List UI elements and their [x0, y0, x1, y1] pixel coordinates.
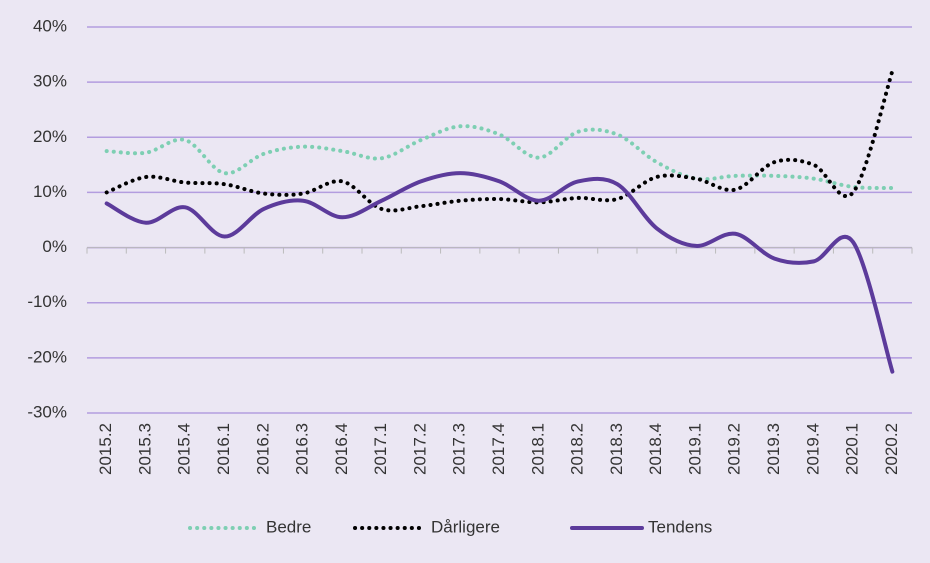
line-series — [104, 124, 895, 191]
x-tick-label: 2018.3 — [607, 423, 626, 475]
x-tick-label: 2017.3 — [450, 423, 469, 475]
legend-label: Bedre — [266, 517, 311, 536]
x-tick-label: 2018.1 — [528, 423, 547, 475]
x-tick-label: 2018.2 — [568, 423, 587, 475]
x-tick-label: 2018.4 — [646, 423, 665, 475]
x-tick-label: 2019.4 — [803, 423, 822, 475]
y-tick-label: 10% — [33, 182, 67, 201]
x-tick-label: 2017.4 — [489, 423, 508, 475]
x-tick-label: 2016.3 — [293, 423, 312, 475]
x-tick-label: 2015.4 — [175, 423, 194, 475]
line-series — [104, 171, 895, 374]
x-tick-label: 2019.3 — [764, 423, 783, 475]
line-series — [104, 69, 895, 213]
legend-label: Tendens — [648, 517, 712, 536]
y-tick-label: 0% — [42, 237, 67, 256]
y-tick-label: -30% — [27, 402, 67, 421]
legend-label: Dårligere — [431, 517, 500, 536]
x-tick-label: 2019.2 — [725, 423, 744, 475]
y-tick-label: 40% — [33, 16, 67, 35]
x-tick-label: 2015.3 — [135, 423, 154, 475]
x-tick-label: 2019.1 — [685, 423, 704, 475]
x-tick-label: 2017.2 — [410, 423, 429, 475]
y-tick-label: 30% — [33, 72, 67, 91]
x-tick-label: 2020.1 — [843, 423, 862, 475]
x-tick-label: 2020.2 — [882, 423, 901, 475]
x-tick-label: 2016.1 — [214, 423, 233, 475]
y-tick-label: -10% — [27, 292, 67, 311]
y-tick-label: 20% — [33, 127, 67, 146]
y-tick-label: -20% — [27, 347, 67, 366]
x-tick-label: 2015.2 — [96, 423, 115, 475]
x-tick-label: 2016.4 — [332, 423, 351, 475]
x-tick-label: 2017.1 — [371, 423, 390, 475]
x-tick-label: 2016.2 — [253, 423, 272, 475]
